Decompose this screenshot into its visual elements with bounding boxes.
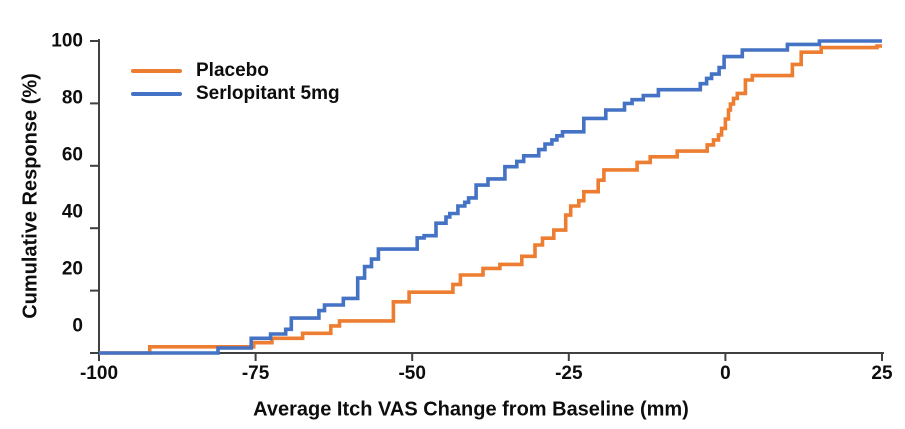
- y-tick-label: 80: [62, 88, 83, 109]
- x-axis-title: Average Itch VAS Change from Baseline (m…: [253, 398, 689, 421]
- x-tick-label: -100: [80, 363, 118, 384]
- x-tick-label: 0: [720, 363, 731, 384]
- legend-item-serlopitant: Serlopitant 5mg: [131, 83, 340, 104]
- series-path-placebo: [99, 44, 882, 355]
- legend: Placebo Serlopitant 5mg: [131, 60, 340, 104]
- x-tick-label: 25: [871, 363, 893, 384]
- x-tick-label: -50: [398, 363, 425, 384]
- y-tick-label: 20: [62, 259, 83, 280]
- y-tick-label: 40: [62, 202, 83, 223]
- legend-label-placebo: Placebo: [196, 59, 269, 81]
- x-tick-label: -75: [242, 363, 270, 384]
- x-tick-label: -25: [555, 363, 583, 384]
- series-path-serlopitant-5mg: [99, 39, 882, 355]
- y-tick-label: 100: [51, 31, 83, 52]
- y-tick-label: 0: [72, 316, 83, 337]
- legend-label-serlopitant: Serlopitant 5mg: [196, 82, 340, 104]
- placebo-line-swatch: [131, 68, 182, 73]
- y-axis-title: Cumulative Response (%): [19, 73, 42, 319]
- y-tick-label: 60: [62, 145, 83, 166]
- legend-item-placebo: Placebo: [131, 60, 340, 81]
- serlopitant-line-swatch: [131, 91, 182, 96]
